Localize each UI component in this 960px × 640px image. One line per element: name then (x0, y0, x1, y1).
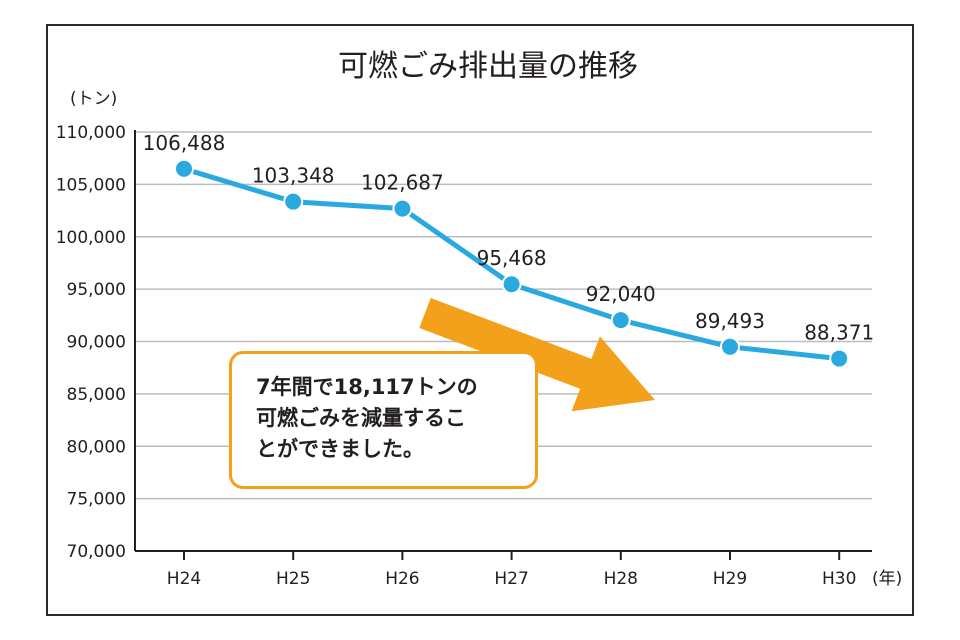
down-arrow-icon (419, 298, 655, 412)
y-tick-label: 100,000 (56, 228, 126, 248)
data-point (392, 198, 413, 219)
y-tick-label: 75,000 (67, 490, 126, 510)
y-tick-label: 70,000 (67, 542, 126, 562)
data-point (283, 191, 304, 212)
x-tick-label: H28 (604, 569, 638, 589)
decrease-arrow (419, 298, 655, 412)
y-tick-labels: 70,000 75,000 80,000 85,000 90,000 95,000 100,… (56, 123, 126, 562)
data-point (610, 310, 631, 331)
annotation-line-2: 可燃ごみを減量するこ (256, 406, 466, 430)
data-point (501, 274, 522, 295)
data-points (174, 158, 850, 369)
annotation-line-1: 7年間で18,117トンの (256, 375, 478, 399)
y-tick-label: 80,000 (67, 437, 126, 457)
annotation-box: 7年間で18,117トンの 可燃ごみを減量するこ とができました。 (229, 351, 538, 489)
data-label: 102,687 (361, 171, 444, 195)
y-tick-label: 105,000 (56, 175, 126, 195)
data-label: 103,348 (252, 164, 335, 188)
data-label: 106,488 (143, 131, 226, 155)
y-tick-label: 90,000 (67, 333, 126, 353)
y-tick-label: 110,000 (56, 123, 126, 143)
data-label: 92,040 (586, 282, 656, 306)
data-label: 89,493 (695, 309, 765, 333)
x-tick-label: H29 (713, 569, 747, 589)
x-tick-labels: H24 H25 H26 H27 H28 H29 H30 (167, 569, 857, 589)
data-label: 95,468 (477, 246, 547, 270)
y-tick-label: 95,000 (67, 280, 126, 300)
data-labels: 106,488 103,348 102,687 95,468 92,040 89,493 8… (143, 131, 875, 345)
x-tick-label: H26 (385, 569, 419, 589)
y-tick-label: 85,000 (67, 385, 126, 405)
axes (134, 130, 872, 560)
data-point (829, 348, 850, 369)
annotation-line-3: とができました。 (256, 437, 424, 461)
x-tick-label: H25 (276, 569, 310, 589)
y-axis-unit-label: (トン) (70, 89, 117, 109)
data-label: 88,371 (804, 321, 874, 345)
data-point (174, 158, 194, 179)
x-tick-label: H24 (167, 569, 201, 589)
x-tick-label: H27 (494, 569, 528, 589)
x-tick-label: H30 (822, 569, 856, 589)
data-point (720, 336, 740, 357)
x-axis-unit-label: (年) (872, 569, 902, 589)
chart-title: 可燃ごみ排出量の推移 (338, 49, 638, 84)
